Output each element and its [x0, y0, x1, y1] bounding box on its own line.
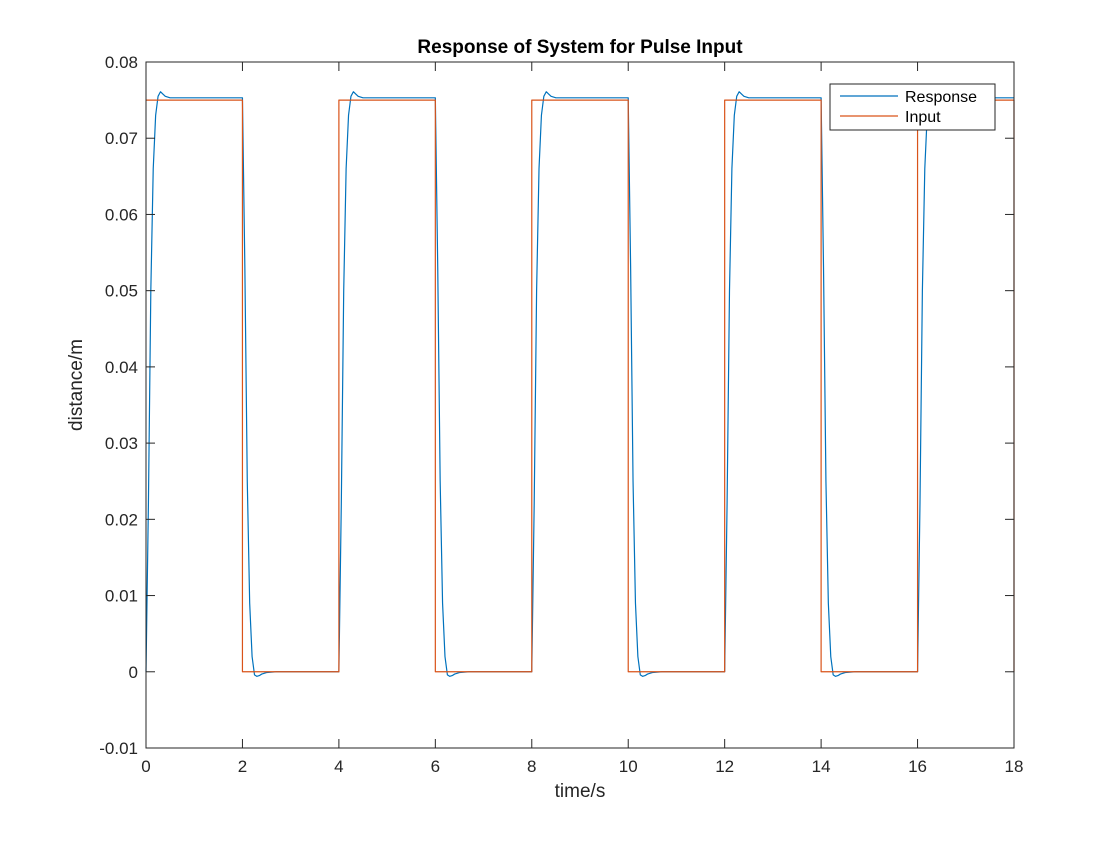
y-axis-ticks: -0.01 0 0.01 0.02 0.03 0.04 0.05 0.06 0.07 0.08 — [99, 53, 1014, 758]
x-axis-label: time/s — [555, 781, 606, 802]
y-tick-label: -0.01 — [99, 739, 138, 758]
series-layer — [145, 91, 1015, 677]
y-tick-label: 0.02 — [105, 510, 138, 529]
plot-area — [146, 62, 1014, 748]
legend: Response Input — [829, 83, 996, 131]
x-tick-label: 16 — [908, 757, 927, 776]
series-line-input — [146, 99, 1015, 673]
y-tick-label: 0.05 — [105, 282, 138, 301]
x-tick-label: 12 — [715, 757, 734, 776]
x-tick-label: 8 — [527, 757, 536, 776]
axes-box — [145, 61, 1015, 749]
x-tick-label: 6 — [431, 757, 440, 776]
x-tick-label: 2 — [238, 757, 247, 776]
x-tick-label: 18 — [1005, 757, 1024, 776]
legend-label-input: Input — [905, 109, 941, 126]
x-tick-label: 4 — [334, 757, 343, 776]
y-tick-label: 0.04 — [105, 358, 138, 377]
y-tick-label: 0.06 — [105, 205, 138, 224]
y-axis-label: distance/m — [66, 339, 87, 431]
y-tick-label: 0 — [129, 663, 138, 682]
y-tick-label: 0.07 — [105, 129, 138, 148]
x-axis-ticks: 0 2 4 6 8 10 12 14 16 18 — [141, 62, 1023, 776]
x-tick-label: 0 — [141, 757, 150, 776]
legend-label-response: Response — [905, 89, 977, 106]
chart-title: Response of System for Pulse Input — [417, 37, 743, 58]
y-tick-label: 0.01 — [105, 587, 138, 606]
x-tick-label: 14 — [812, 757, 831, 776]
x-tick-label: 10 — [619, 757, 638, 776]
y-tick-label: 0.08 — [105, 53, 138, 72]
legend-box — [829, 83, 996, 131]
series-line-response — [145, 91, 1014, 677]
y-tick-label: 0.03 — [105, 434, 138, 453]
